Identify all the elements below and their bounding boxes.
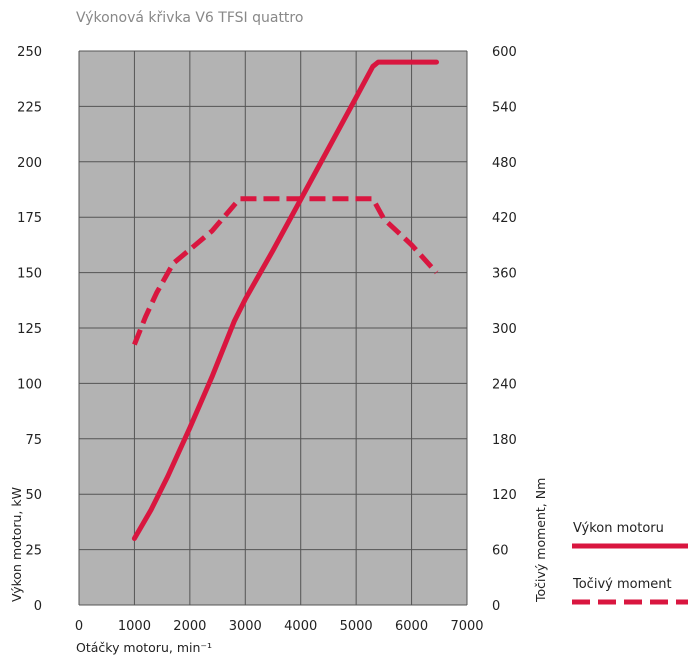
x-axis-label: Otáčky motoru, min⁻¹ [76,640,212,655]
x-tick-label: 2000 [173,619,206,634]
y-right-tick-label: 540 [492,100,517,115]
y-left-tick-label: 150 [17,267,42,282]
y-right-tick-label: 180 [492,433,517,448]
legend: Výkon motoru Točivý moment [572,521,688,605]
y-left-tick-label: 200 [17,156,42,171]
y-left-tick-label: 75 [25,433,42,448]
torque-line [132,196,439,346]
chart-title: Výkonová křivka V6 TFSI quattro [76,10,303,26]
x-tick-label: 3000 [229,619,262,634]
grid-lines [78,50,468,606]
y-left-tick-label: 225 [17,100,42,115]
y-right-tick-label: 420 [492,211,517,226]
y-left-tick-label: 250 [17,45,42,60]
y-right-tick-label: 600 [492,45,517,60]
x-axis-ticks: 0 1000 2000 3000 4000 5000 6000 7000 [75,619,484,634]
x-tick-label: 7000 [450,619,483,634]
y-right-axis-label: Točivý moment, Nm [533,478,548,603]
y-left-tick-label: 125 [17,322,42,337]
legend-label-power: Výkon motoru [573,521,664,536]
y-right-tick-label: 60 [492,544,509,559]
y-left-axis-ticks: 0 25 50 75 100 125 150 175 200 225 250 [17,45,42,614]
y-left-tick-label: 175 [17,211,42,226]
series-lines [131,59,439,541]
y-left-tick-label: 0 [34,599,42,614]
x-tick-label: 5000 [340,619,373,634]
y-right-tick-label: 120 [492,488,517,503]
y-right-axis-ticks: 0 60 120 180 240 300 360 420 480 540 600 [492,45,517,614]
y-left-tick-label: 50 [25,488,42,503]
power-line [131,59,439,541]
y-left-tick-label: 25 [25,544,42,559]
y-right-tick-label: 0 [492,599,500,614]
legend-label-torque: Točivý moment [572,577,672,592]
x-tick-label: 6000 [395,619,428,634]
y-right-tick-label: 360 [492,267,517,282]
y-right-tick-label: 480 [492,156,517,171]
x-tick-label: 0 [75,619,83,634]
y-right-tick-label: 300 [492,322,517,337]
x-tick-label: 4000 [284,619,317,634]
y-left-tick-label: 100 [17,377,42,392]
y-left-axis-label: Výkon motoru, kW [9,487,24,602]
x-tick-label: 1000 [118,619,151,634]
y-right-tick-label: 240 [492,377,517,392]
